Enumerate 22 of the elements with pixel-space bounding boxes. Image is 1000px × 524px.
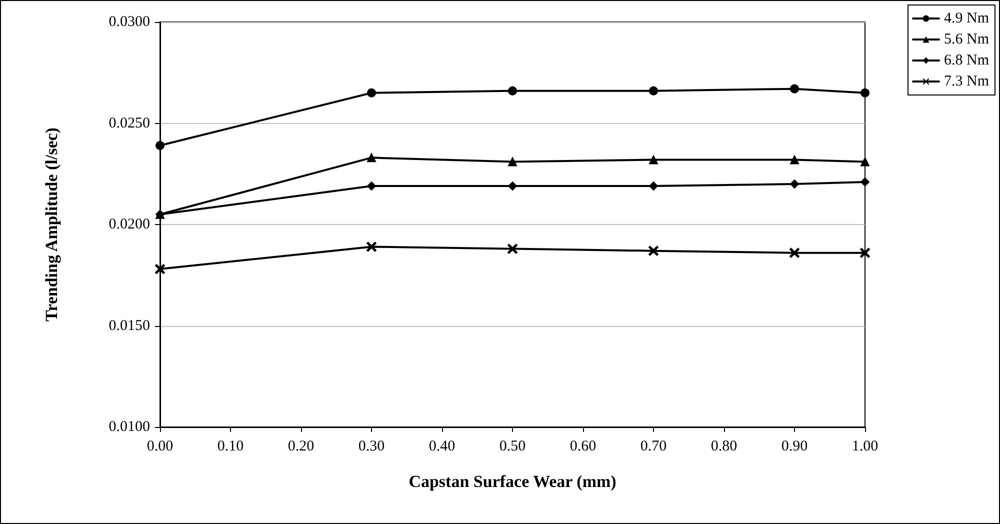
y-tick-label: 0.0300 [108, 14, 150, 30]
x-tick-label: 0.20 [288, 438, 314, 454]
x-tick-label: 0.80 [710, 438, 738, 454]
x-tick-label: 1.00 [852, 438, 878, 454]
x-tick-label: 0.00 [146, 438, 174, 454]
y-tick-label: 0.0250 [108, 115, 150, 132]
y-tick-label: 0.0200 [108, 216, 150, 232]
legend-label: 5.6 Nm [944, 32, 990, 48]
x-tick-label: 0.90 [781, 438, 808, 454]
x-tick-label: 0.60 [570, 438, 596, 454]
y-tick-label: 0.0150 [108, 318, 150, 334]
x-tick-label: 0.30 [358, 438, 385, 454]
x-tick-label: 0.40 [428, 438, 456, 454]
y-tick-label: 0.0100 [108, 419, 150, 435]
legend-label: 7.3 Nm [944, 74, 990, 90]
legend-label: 6.8 Nm [944, 52, 990, 68]
x-tick-label: 0.50 [499, 438, 526, 454]
legend-label: 4.9 Nm [944, 10, 990, 26]
x-axis-title: Capstan Surface Wear (mm) [408, 472, 616, 491]
x-tick-label: 0.70 [640, 438, 667, 454]
x-tick-label: 0.10 [217, 438, 244, 454]
y-axis-title: Trending Amplitude (l/sec) [42, 128, 61, 322]
